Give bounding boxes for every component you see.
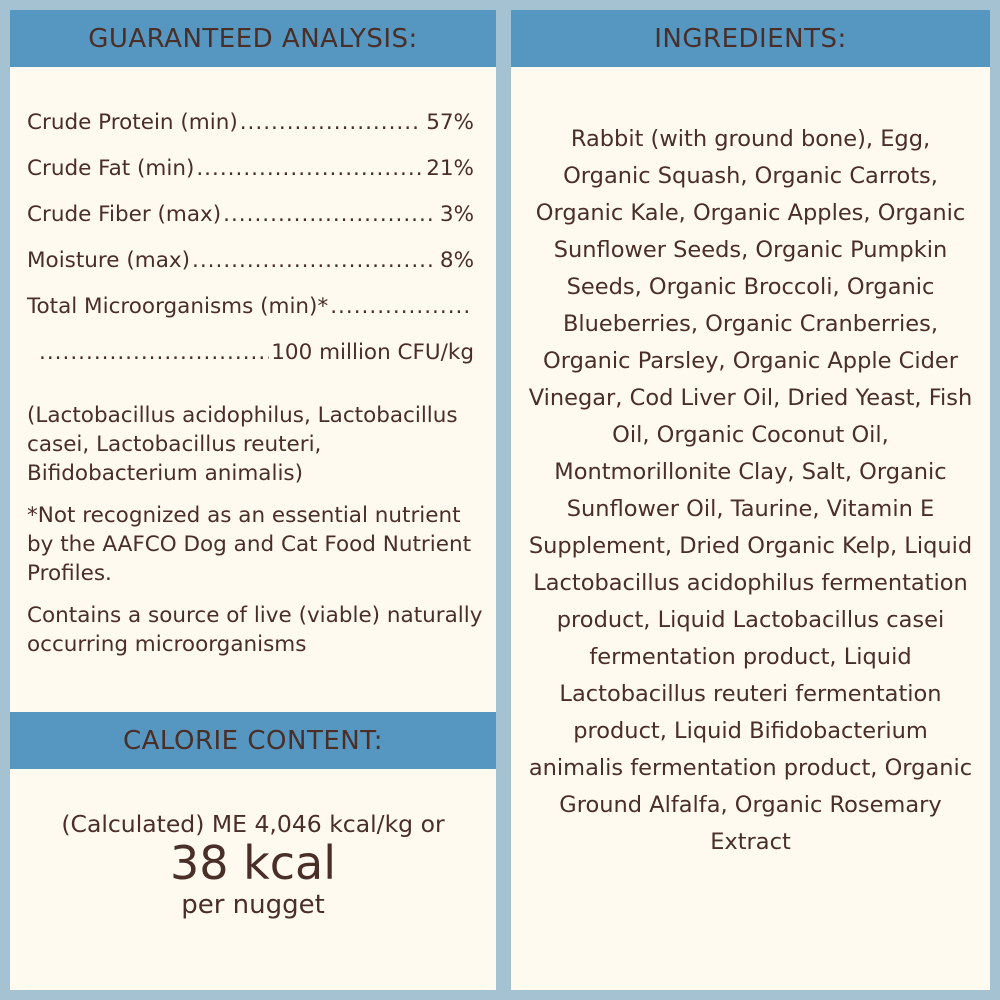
dot-leader bbox=[196, 146, 422, 192]
ingredients-list: Rabbit (with ground bone), Egg, Organic … bbox=[528, 126, 973, 855]
analysis-row: Crude Fiber (max) 3% bbox=[27, 192, 474, 238]
analysis-rows: Crude Protein (min) 57% Crude Fat (min) 21… bbox=[10, 67, 496, 376]
row-label: Moisture (max) bbox=[27, 248, 190, 273]
calorie-me: (Calculated) ME 4,046 kcal/kg or bbox=[61, 810, 445, 838]
calorie-per-nugget-value: 38 kcal bbox=[169, 836, 337, 890]
dot-leader bbox=[223, 192, 436, 238]
guaranteed-analysis-title: GUARANTEED ANALYSIS: bbox=[10, 10, 496, 67]
row-value: 3% bbox=[439, 202, 474, 227]
row-label: Crude Fat (min) bbox=[27, 156, 195, 181]
analysis-row: 100 million CFU/kg bbox=[27, 330, 474, 376]
analysis-row: Total Microorganisms (min)* bbox=[27, 284, 474, 330]
row-value: 57% bbox=[426, 110, 474, 135]
calorie-content-title: CALORIE CONTENT: bbox=[10, 712, 496, 769]
footnote: *Not recognized as an essential nutrient… bbox=[27, 503, 472, 586]
strains-note: (Lactobacillus acidophilus, Lactobacillu… bbox=[27, 403, 458, 486]
analysis-row: Moisture (max) 8% bbox=[27, 238, 474, 284]
dot-leader bbox=[240, 100, 422, 146]
dot-leader bbox=[330, 284, 470, 330]
row-value: 21% bbox=[426, 156, 474, 181]
ingredients-title: INGREDIENTS: bbox=[511, 10, 990, 67]
dot-leader bbox=[39, 330, 269, 376]
row-label: Crude Protein (min) bbox=[27, 110, 238, 135]
ingredients-panel: INGREDIENTS: Rabbit (with ground bone), … bbox=[511, 10, 990, 990]
analysis-row: Crude Protein (min) 57% bbox=[27, 100, 474, 146]
row-label: Total Microorganisms (min)* bbox=[27, 294, 329, 319]
guaranteed-analysis-panel: GUARANTEED ANALYSIS: Crude Protein (min)… bbox=[10, 10, 496, 990]
analysis-row: Crude Fat (min) 21% bbox=[27, 146, 474, 192]
calorie-per-nugget-label: per nugget bbox=[181, 890, 325, 920]
dot-leader bbox=[192, 238, 436, 284]
row-value: 8% bbox=[439, 248, 474, 273]
row-label: Crude Fiber (max) bbox=[27, 202, 222, 227]
row-value: 100 million CFU/kg bbox=[271, 340, 474, 365]
calorie-content: (Calculated) ME 4,046 kcal/kg or 38 kcal… bbox=[10, 810, 496, 920]
live-note: Contains a source of live (viable) natur… bbox=[27, 603, 483, 657]
